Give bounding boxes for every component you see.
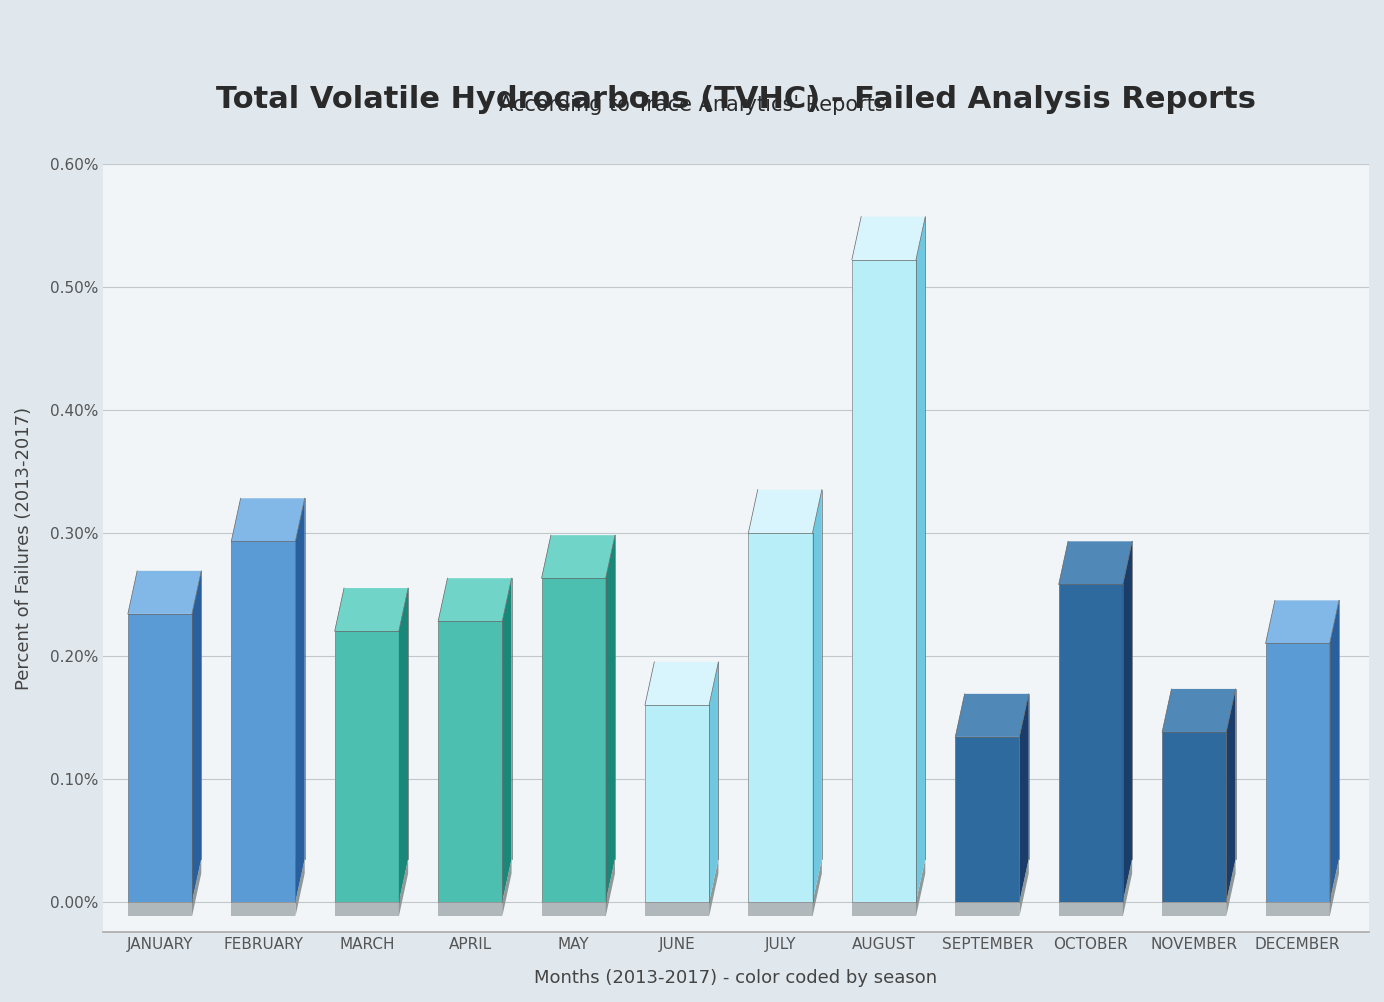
Polygon shape [231, 859, 304, 902]
Polygon shape [502, 859, 512, 917]
Polygon shape [853, 902, 916, 917]
Polygon shape [1265, 643, 1330, 902]
Polygon shape [1020, 859, 1028, 917]
Polygon shape [645, 902, 709, 917]
Polygon shape [645, 705, 709, 902]
Polygon shape [1330, 600, 1338, 902]
Polygon shape [502, 578, 512, 902]
Polygon shape [812, 859, 822, 917]
Polygon shape [1265, 902, 1330, 917]
Polygon shape [541, 578, 606, 902]
Polygon shape [1163, 732, 1226, 902]
Polygon shape [606, 859, 614, 917]
Polygon shape [439, 902, 502, 917]
Polygon shape [231, 498, 304, 541]
Polygon shape [749, 859, 822, 902]
Polygon shape [439, 578, 512, 621]
Polygon shape [1163, 859, 1236, 902]
Polygon shape [335, 588, 408, 631]
Polygon shape [399, 859, 408, 917]
Polygon shape [749, 533, 812, 902]
Polygon shape [853, 859, 926, 902]
Polygon shape [955, 736, 1020, 902]
Polygon shape [231, 902, 295, 917]
Polygon shape [439, 859, 512, 902]
Polygon shape [1059, 859, 1132, 902]
Polygon shape [192, 571, 201, 902]
Polygon shape [439, 621, 502, 902]
Polygon shape [749, 902, 812, 917]
Polygon shape [295, 859, 304, 917]
Polygon shape [916, 859, 926, 917]
Title: Total Volatile Hydrocarbons (TVHC) - Failed Analysis Reports: Total Volatile Hydrocarbons (TVHC) - Fai… [216, 85, 1257, 114]
Polygon shape [335, 631, 399, 902]
Y-axis label: Percent of Failures (2013-2017): Percent of Failures (2013-2017) [15, 407, 33, 689]
Polygon shape [606, 535, 614, 902]
Polygon shape [709, 859, 718, 917]
X-axis label: Months (2013-2017) - color coded by season: Months (2013-2017) - color coded by seas… [534, 969, 937, 987]
Polygon shape [645, 662, 718, 705]
Polygon shape [295, 498, 304, 902]
Polygon shape [231, 541, 295, 902]
Polygon shape [1020, 693, 1028, 902]
Polygon shape [1265, 859, 1338, 902]
Polygon shape [541, 535, 614, 578]
Polygon shape [1059, 902, 1122, 917]
Polygon shape [1059, 541, 1132, 584]
Polygon shape [812, 490, 822, 902]
Polygon shape [709, 662, 718, 902]
Polygon shape [1330, 859, 1338, 917]
Polygon shape [1122, 541, 1132, 902]
Polygon shape [127, 571, 201, 614]
Polygon shape [127, 859, 201, 902]
Polygon shape [127, 614, 192, 902]
Polygon shape [399, 588, 408, 902]
Polygon shape [335, 859, 408, 902]
Polygon shape [1059, 584, 1122, 902]
Polygon shape [1226, 859, 1236, 917]
Polygon shape [1226, 689, 1236, 902]
Polygon shape [853, 260, 916, 902]
Polygon shape [192, 859, 201, 917]
Polygon shape [916, 216, 926, 902]
Polygon shape [1163, 689, 1236, 732]
Polygon shape [541, 859, 614, 902]
Polygon shape [1265, 600, 1338, 643]
Polygon shape [955, 693, 1028, 736]
Polygon shape [853, 216, 926, 260]
Polygon shape [335, 902, 399, 917]
Polygon shape [1163, 902, 1226, 917]
Polygon shape [749, 490, 822, 533]
Polygon shape [1122, 859, 1132, 917]
Polygon shape [127, 902, 192, 917]
Polygon shape [955, 859, 1028, 902]
Polygon shape [541, 902, 606, 917]
Text: According to Trace Analytics' Reports: According to Trace Analytics' Reports [498, 95, 886, 115]
Polygon shape [955, 902, 1020, 917]
Polygon shape [645, 859, 718, 902]
